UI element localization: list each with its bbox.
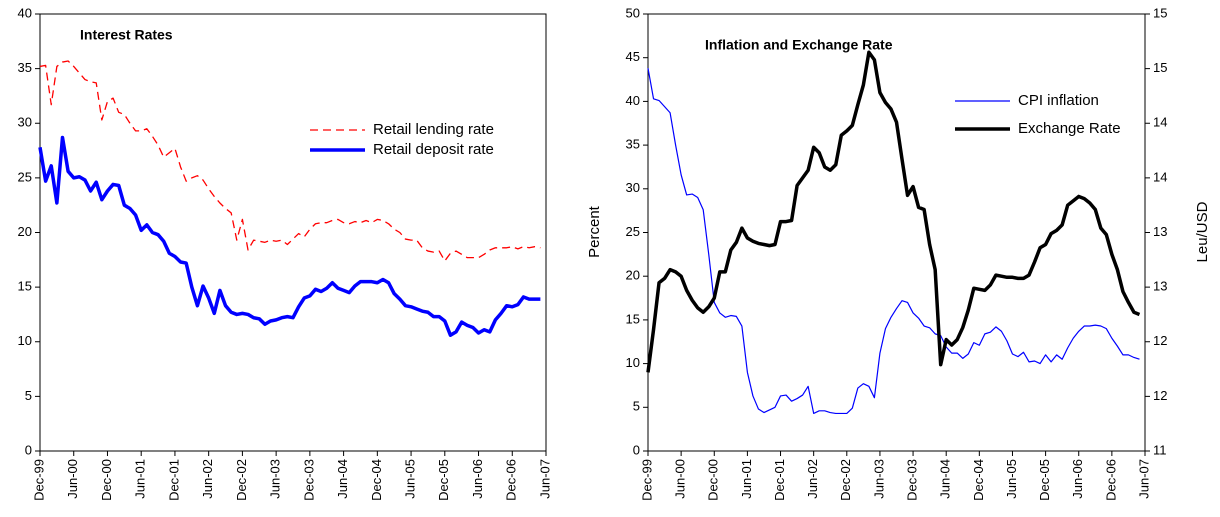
- y-tick-label: 20: [18, 224, 32, 239]
- x-tick-label: Dec-03: [301, 459, 316, 501]
- series-line: [646, 50, 1141, 373]
- y-tick-label: 5: [633, 399, 640, 414]
- x-tick-label: Dec-04: [971, 459, 986, 501]
- x-tick-label: Jun-07: [537, 459, 552, 499]
- series-line: [38, 135, 541, 337]
- y2-tick-label: 15: [1153, 5, 1167, 20]
- y-tick-label: 10: [626, 355, 640, 370]
- y-tick-label: 40: [626, 93, 640, 108]
- y-tick-label: 40: [18, 5, 32, 20]
- y2-tick-label: 11: [1153, 442, 1167, 457]
- y-tick-label: 30: [626, 180, 640, 195]
- series-line: [647, 68, 1140, 415]
- x-tick-label: Jun-03: [268, 459, 283, 499]
- x-tick-label: Jun-00: [673, 459, 688, 499]
- legend-label: Retail deposit rate: [373, 141, 494, 158]
- y2-tick-label: 12: [1153, 388, 1167, 403]
- y-tick-label: 30: [18, 115, 32, 130]
- y-tick-label: 35: [18, 60, 32, 75]
- x-tick-label: Dec-99: [31, 459, 46, 501]
- y-tick-label: 0: [633, 442, 640, 457]
- x-tick-label: Dec-06: [504, 459, 519, 501]
- x-tick-label: Dec-02: [838, 459, 853, 501]
- chart-title: Interest Rates: [80, 27, 173, 43]
- plot-frame: [39, 13, 547, 452]
- x-tick-label: Dec-01: [166, 459, 181, 501]
- x-tick-label: Jun-04: [938, 459, 953, 499]
- y-tick-label: 15: [18, 279, 32, 294]
- y-tick-label: 20: [626, 268, 640, 283]
- legend-label: Retail lending rate: [373, 121, 494, 138]
- y2-tick-label: 13: [1153, 224, 1167, 239]
- y2-tick-label: 14: [1153, 169, 1167, 184]
- x-tick-label: Dec-04: [369, 459, 384, 501]
- x-tick-label: Jun-07: [1136, 459, 1151, 499]
- x-tick-label: Dec-99: [639, 459, 654, 501]
- y-tick-label: 45: [626, 49, 640, 64]
- x-tick-label: Jun-06: [470, 459, 485, 499]
- x-tick-label: Jun-02: [805, 459, 820, 499]
- x-tick-label: Jun-05: [403, 459, 418, 499]
- plot-frame: [647, 13, 1146, 452]
- x-tick-label: Dec-05: [436, 459, 451, 501]
- y2-tick-label: 14: [1153, 115, 1167, 130]
- series-line: [39, 60, 541, 262]
- x-tick-label: Jun-05: [1004, 459, 1019, 499]
- x-tick-label: Dec-05: [1037, 459, 1052, 501]
- y-tick-label: 5: [25, 388, 32, 403]
- y-tick-label: 50: [626, 5, 640, 20]
- x-tick-label: Dec-00: [706, 459, 721, 501]
- y2-tick-label: 13: [1153, 279, 1167, 294]
- y-axis-label: Percent: [586, 205, 603, 258]
- x-tick-label: Jun-06: [1070, 459, 1085, 499]
- y-tick-label: 25: [18, 169, 32, 184]
- x-tick-label: Jun-03: [871, 459, 886, 499]
- legend-label: Exchange Rate: [1018, 120, 1121, 137]
- x-tick-label: Jun-02: [200, 459, 215, 499]
- y-tick-label: 15: [626, 311, 640, 326]
- x-tick-label: Jun-01: [739, 459, 754, 499]
- x-tick-label: Jun-00: [65, 459, 80, 499]
- y2-tick-label: 12: [1153, 333, 1167, 348]
- y2-tick-label: 15: [1153, 60, 1167, 75]
- x-tick-label: Jun-01: [133, 459, 148, 499]
- x-tick-label: Jun-04: [335, 459, 350, 499]
- y-tick-label: 35: [626, 137, 640, 152]
- y2-axis-label: Leu/USD: [1194, 201, 1211, 262]
- x-tick-label: Dec-00: [99, 459, 114, 501]
- x-tick-label: Dec-01: [772, 459, 787, 501]
- y-tick-label: 25: [626, 224, 640, 239]
- x-tick-label: Dec-03: [905, 459, 920, 501]
- y-tick-label: 0: [25, 442, 32, 457]
- x-tick-label: Dec-02: [234, 459, 249, 501]
- x-tick-label: Dec-06: [1103, 459, 1118, 501]
- legend-label: CPI inflation: [1018, 92, 1099, 109]
- chart-title: Inflation and Exchange Rate: [705, 37, 893, 53]
- y-tick-label: 10: [18, 333, 32, 348]
